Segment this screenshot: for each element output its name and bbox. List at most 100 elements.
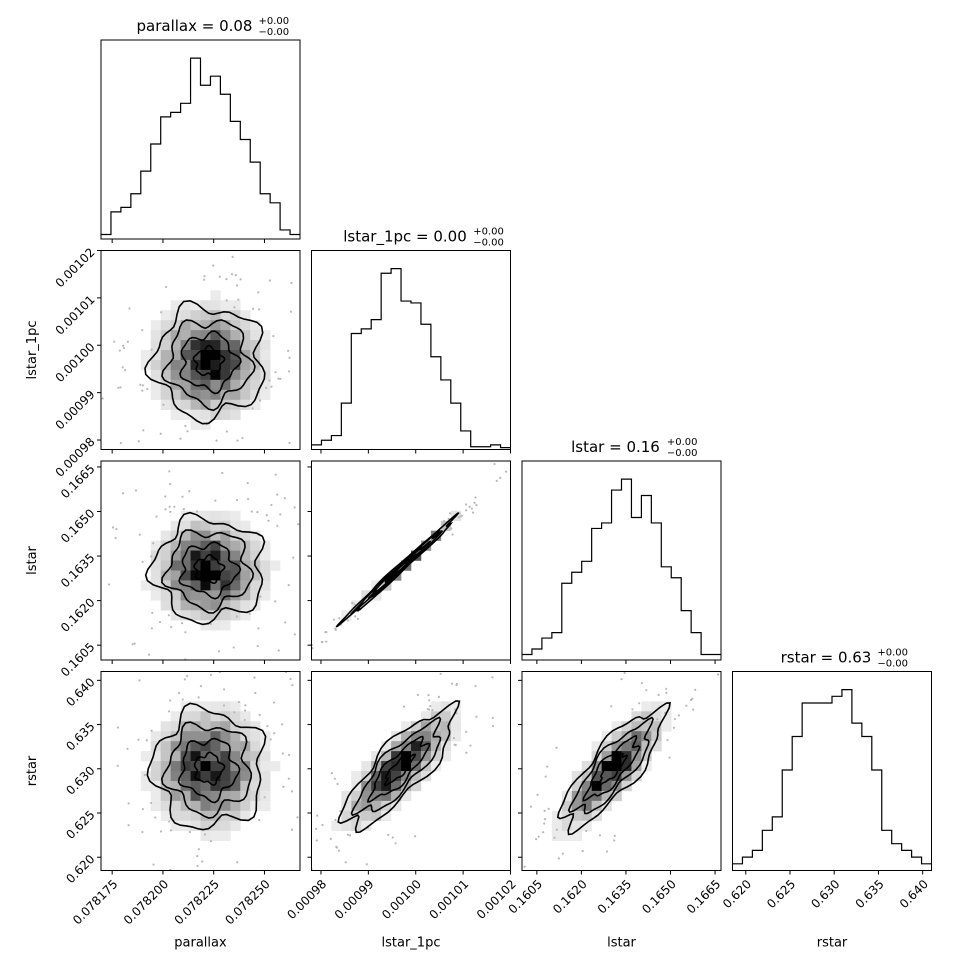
density-cell: [220, 761, 231, 772]
density-cell: [200, 520, 211, 531]
density-cell: [180, 731, 191, 742]
density-cell: [170, 530, 181, 541]
density-cell: [200, 780, 211, 792]
sample-point: [173, 505, 176, 508]
density-cell: [230, 600, 241, 611]
density-cell: [220, 780, 231, 792]
sample-point: [158, 620, 162, 624]
sample-point: [276, 524, 279, 527]
sample-point: [543, 809, 546, 812]
sample-point: [307, 822, 309, 824]
sample-point: [169, 829, 173, 832]
density-cell: [611, 731, 622, 742]
density-cell: [230, 800, 241, 812]
sample-point: [555, 746, 558, 749]
density-cell: [371, 771, 382, 782]
density-cell: [240, 340, 251, 351]
density-cell: [351, 771, 362, 782]
sample-point: [416, 693, 420, 696]
sample-point: [143, 773, 146, 777]
density-cell: [551, 830, 563, 841]
density-cell: [260, 741, 271, 752]
sample-point: [235, 498, 239, 502]
density-cell: [180, 409, 191, 420]
density-cell: [571, 810, 582, 822]
sample-point: [243, 227, 245, 229]
density-cell: [391, 751, 402, 762]
density-cell: [240, 550, 251, 561]
density-cell: [260, 790, 271, 802]
density-cell: [430, 741, 442, 752]
density-cell: [230, 330, 241, 341]
density-cell: [411, 741, 422, 752]
density-cell: [631, 771, 642, 782]
contour-line: [350, 529, 444, 616]
sample-point: [306, 654, 308, 656]
density-cell: [220, 570, 231, 581]
density-cell: [190, 399, 201, 410]
density-cell: [200, 300, 211, 311]
density-cell: [210, 560, 221, 571]
density-cell: [200, 409, 211, 420]
density-cell: [240, 751, 251, 762]
density-cell: [160, 550, 171, 561]
density-cell: [160, 399, 171, 410]
sample-point: [535, 838, 538, 841]
density-cell: [210, 731, 221, 742]
sample-point: [278, 684, 280, 686]
density-cell: [371, 810, 382, 822]
sample-point: [427, 694, 430, 697]
sample-point: [631, 708, 634, 711]
density-cell: [200, 560, 211, 571]
density-cell: [200, 389, 211, 401]
sample-point: [267, 519, 270, 522]
density-cell: [190, 310, 201, 321]
density-cell: [170, 580, 181, 591]
density-cell: [210, 320, 221, 331]
sample-point: [251, 697, 253, 699]
density-cell: [150, 359, 161, 371]
density-cell: [200, 610, 211, 621]
sample-point: [137, 440, 140, 443]
sample-point: [402, 705, 406, 708]
sample-point: [127, 802, 130, 805]
density-cell: [210, 780, 221, 792]
density-cell: [170, 780, 181, 792]
density-cell: [381, 790, 392, 802]
density-cell: [430, 721, 442, 732]
density-cell: [240, 379, 251, 391]
sample-point: [256, 644, 259, 648]
sample-point: [259, 595, 262, 598]
sample-point: [338, 617, 341, 620]
density-cell: [230, 780, 241, 792]
sample-point: [557, 857, 560, 860]
contour-line: [350, 716, 442, 817]
sample-point: [265, 513, 268, 517]
density-cell: [230, 711, 241, 722]
density-cell: [641, 751, 652, 762]
density-cell: [180, 369, 191, 381]
density-cell: [200, 600, 211, 611]
density-cell: [160, 320, 171, 331]
density-cell: [230, 731, 241, 742]
sample-point: [708, 668, 710, 670]
density-cell: [210, 530, 221, 541]
sample-point: [491, 676, 494, 679]
sample-point: [536, 793, 539, 796]
histogram-panel-rstar: rstar = 0.63 +0.00−0.00: [732, 648, 932, 871]
density-cell: [220, 359, 231, 371]
sample-point: [168, 470, 171, 473]
density-cell: [190, 800, 201, 812]
density-cell: [220, 510, 231, 521]
sample-point: [169, 699, 172, 702]
density-cell: [571, 771, 582, 782]
sample-point: [232, 646, 235, 649]
sample-point: [657, 693, 660, 697]
sample-point: [169, 483, 172, 486]
density-cell: [391, 741, 402, 752]
density-cell: [341, 800, 352, 812]
sample-point: [581, 849, 584, 853]
sample-point: [287, 370, 291, 373]
density-cell: [180, 741, 191, 752]
panel-frame: [311, 671, 511, 871]
